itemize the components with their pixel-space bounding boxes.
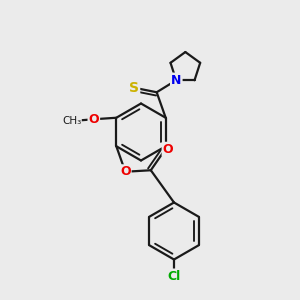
Text: O: O [163, 143, 173, 156]
Text: N: N [171, 74, 181, 87]
Text: Cl: Cl [167, 269, 181, 283]
Text: O: O [88, 113, 99, 126]
Text: O: O [120, 165, 130, 178]
Text: N: N [171, 74, 181, 87]
Text: CH₃: CH₃ [62, 116, 81, 126]
Text: S: S [129, 81, 139, 95]
